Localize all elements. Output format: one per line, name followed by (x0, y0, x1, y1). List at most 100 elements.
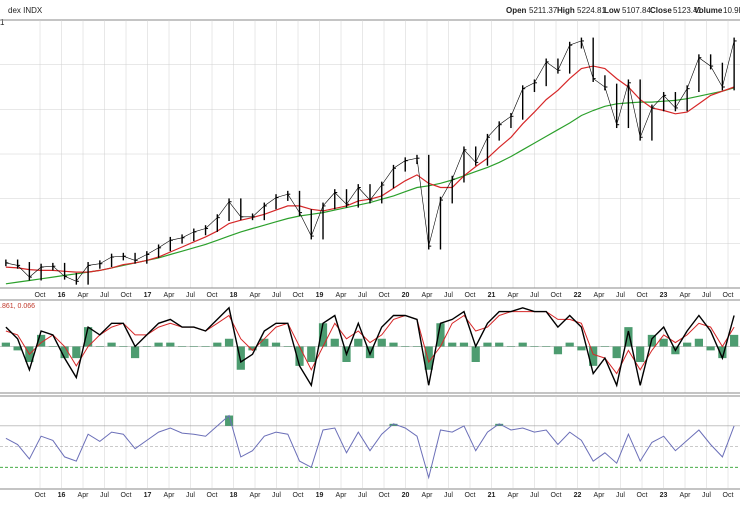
macd-histogram-bar (271, 342, 281, 347)
macd-histogram-bar (365, 346, 375, 359)
macd-histogram-bar (83, 327, 93, 347)
macd-histogram-bar (565, 342, 574, 347)
ma-fast-line (5, 65, 735, 273)
macd-histogram-bar (518, 342, 527, 347)
open-label: Open (506, 6, 527, 15)
chart-header: dex INDX Open 5211.37 High 5224.81 Low 5… (0, 6, 740, 27)
date-tick-label: Oct (207, 292, 218, 299)
date-tick-label: Apr (680, 292, 692, 299)
date-tick-label: 23 (660, 492, 668, 499)
macd-histogram-bar (354, 338, 363, 347)
date-tick-label: Jul (358, 292, 367, 299)
date-tick-label: Oct (637, 492, 648, 499)
macd-histogram-bar (60, 346, 69, 359)
macd-histogram-bar (37, 334, 46, 347)
macd-histogram-bar (1, 342, 10, 347)
date-tick-label: Jul (616, 492, 625, 499)
macd-histogram-bar (130, 346, 140, 359)
macd-histogram-bar (401, 346, 410, 347)
macd-histogram-bar (377, 338, 386, 347)
date-tick-label: Jul (100, 492, 109, 499)
date-tick-label: 22 (574, 492, 582, 499)
date-tick-label: Oct (293, 492, 304, 499)
date-tick-label: Jul (186, 292, 195, 299)
macd-histogram-bar (248, 346, 257, 351)
date-tick-label: 20 (402, 292, 410, 299)
date-tick-label: Oct (551, 292, 562, 299)
date-tick-label: Apr (508, 292, 520, 299)
rsi-date-axis: Oct 16 Apr Jul Oct 17 Apr Jul Oct 18 Apr Jul Oct 19 Ap… (35, 492, 734, 499)
date-tick-label: 21 (488, 492, 496, 499)
date-tick-label: Jul (272, 492, 281, 499)
date-tick-label: Oct (637, 292, 648, 299)
date-tick-label: Oct (35, 492, 46, 499)
date-tick-label: Oct (121, 292, 132, 299)
macd-line (5, 306, 735, 388)
macd-histogram-bar (389, 342, 398, 347)
high-label: High (557, 6, 575, 15)
date-tick-label: 18 (230, 492, 238, 499)
macd-histogram-bar (224, 338, 234, 347)
macd-histogram-bar (142, 346, 151, 347)
date-tick-label: Jul (358, 492, 367, 499)
date-tick-label: Apr (164, 492, 176, 499)
macd-histogram-bar (201, 346, 210, 347)
date-tick-label: Apr (336, 292, 348, 299)
date-tick-label: Apr (422, 492, 434, 499)
open-value: 5211.37 (529, 6, 558, 15)
macd-histogram-bar (636, 346, 645, 362)
low-value: 5107.84 (622, 6, 651, 15)
macd-histogram-bar (330, 338, 339, 347)
date-tick-label: Apr (680, 492, 692, 499)
macd-histogram-bar (448, 342, 457, 347)
date-tick-label: Jul (616, 292, 625, 299)
rsi-overbought-fill (225, 415, 234, 426)
macd-histogram-bar (542, 346, 551, 347)
date-tick-label: 19 (316, 292, 324, 299)
macd-histogram-bar (166, 342, 175, 347)
macd-histogram-bar (730, 334, 739, 347)
date-tick-label: Apr (250, 292, 262, 299)
macd-histogram-bar (107, 342, 116, 347)
rsi-line (5, 414, 735, 480)
macd-histogram-bar (436, 323, 445, 347)
macd-histogram-bar (612, 346, 621, 359)
date-tick-label: Oct (379, 492, 390, 499)
macd-histogram-bar (424, 346, 433, 370)
date-tick-label: Apr (164, 292, 176, 299)
date-tick-label: 17 (144, 492, 152, 499)
price-close-line (5, 40, 735, 282)
macd-histogram-bar (13, 346, 22, 351)
macd-histogram-bar (236, 346, 245, 370)
macd-signal-line (5, 311, 735, 375)
date-tick-label: 19 (316, 492, 324, 499)
macd-histogram-bar (530, 346, 539, 347)
rsi-panel (0, 395, 740, 490)
date-tick-label: Jul (272, 292, 281, 299)
macd-histogram-bar (283, 346, 292, 347)
date-tick-label: 21 (488, 292, 496, 299)
date-tick-label: Oct (35, 292, 46, 299)
date-tick-label: Apr (594, 492, 606, 499)
date-tick-label: Apr (422, 292, 434, 299)
high-value: 5224.81 (577, 6, 606, 15)
date-tick-label: Oct (379, 292, 390, 299)
date-tick-label: Oct (723, 492, 734, 499)
date-tick-label: Oct (293, 292, 304, 299)
date-tick-label: Jul (100, 292, 109, 299)
macd-histogram-bar (506, 346, 516, 347)
macd-histogram-bar (694, 338, 703, 347)
macd-histogram-bar (483, 342, 492, 347)
date-tick-label: Apr (78, 292, 90, 299)
date-tick-label: Apr (336, 492, 348, 499)
macd-histogram-bar (471, 346, 480, 362)
date-tick-label: Oct (465, 292, 476, 299)
date-tick-label: Jul (186, 492, 195, 499)
date-tick-label: Jul (702, 492, 711, 499)
macd-panel: .861, 0.066 (0, 299, 740, 394)
price-panel-flag: 1 (0, 18, 5, 27)
macd-histogram-bar (189, 346, 198, 347)
macd-histogram-bar (72, 346, 81, 359)
symbol-title: dex INDX (8, 6, 43, 15)
